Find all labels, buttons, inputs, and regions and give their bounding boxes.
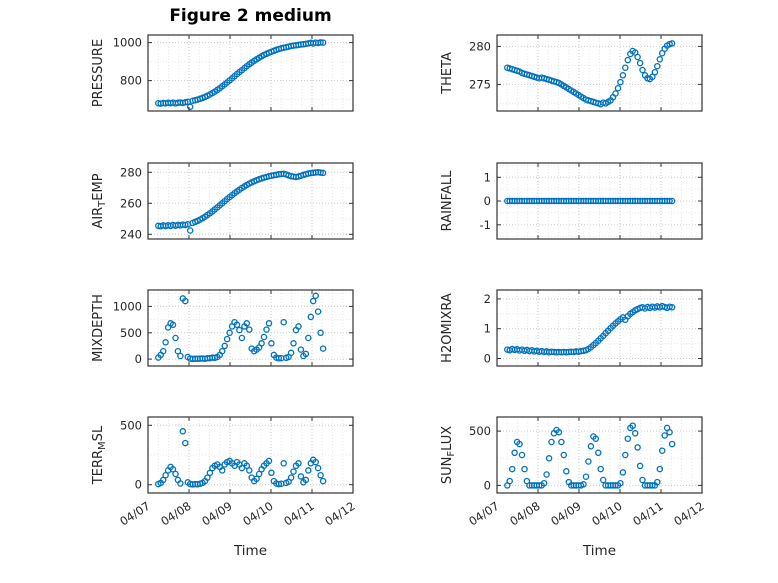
- tick-marks: [496, 163, 703, 239]
- y-tick-label: 0: [484, 478, 491, 492]
- y-tick-label: 280: [120, 165, 142, 179]
- y-axis-label: H2OMIXRA: [440, 293, 455, 363]
- y-tick-label: -1: [480, 218, 491, 232]
- y-tick-label: 500: [469, 424, 491, 438]
- axes-box: [147, 162, 354, 240]
- y-tick-label: 275: [469, 77, 491, 91]
- y-tick-label: 0: [484, 352, 491, 366]
- x-axis-label: Time: [233, 543, 267, 559]
- y-tick-label: 1: [484, 170, 491, 184]
- y-axis-label: PRESSURE: [91, 39, 106, 107]
- plot-area: [497, 290, 702, 366]
- axes-box: [147, 416, 354, 494]
- x-tick-label: 04/09: [548, 499, 583, 529]
- scatter-points: [504, 302, 676, 356]
- subplot-rainfall: -1 0 1 RAINFALL: [440, 162, 703, 240]
- y-tick-label: 0: [484, 194, 491, 208]
- x-tick-label: 04/07: [466, 499, 501, 529]
- tick-marks: [147, 290, 354, 366]
- y-axis-label: TERRMSL: [91, 425, 108, 485]
- y-tick-label: 1000: [113, 36, 142, 50]
- axes-box: [496, 34, 703, 112]
- tick-marks: [496, 417, 703, 493]
- subplot-terr_msl: 0 500 TERRMSL 04/07 04/08 04/09 04/10 04/11 04/1…: [91, 416, 358, 559]
- x-tick-label: 04/10: [589, 499, 624, 529]
- y-axis-label: MIXDEPTH: [91, 294, 106, 362]
- y-tick-label: 0: [135, 478, 142, 492]
- y-tick-label: 500: [120, 418, 142, 432]
- x-tick-label: 04/12: [322, 499, 357, 529]
- tick-marks: [147, 163, 354, 239]
- tick-marks: [147, 35, 354, 111]
- x-tick-label: 04/07: [117, 499, 152, 529]
- scatter-points: [504, 197, 676, 205]
- subplot-pressure: 800 1000 PRESSURE: [91, 34, 354, 112]
- y-axis-label: THETA: [440, 52, 455, 95]
- subplot-h2omixra: 0 1 2 H2OMIXRA: [440, 289, 703, 367]
- y-tick-label: 500: [120, 326, 142, 340]
- y-tick-label: 0: [135, 352, 142, 366]
- y-tick-label: 2: [484, 292, 491, 306]
- tick-marks: [496, 290, 703, 366]
- x-tick-label: 04/09: [199, 499, 234, 529]
- scatter-points: [155, 169, 327, 234]
- x-tick-label: 04/11: [630, 499, 665, 529]
- x-tick-label: 04/08: [158, 499, 193, 529]
- scatter-points: [504, 422, 676, 489]
- axes-box: [147, 289, 354, 367]
- axes-box: [147, 34, 354, 112]
- y-tick-label: 240: [120, 227, 142, 241]
- figure-title: Figure 2 medium: [169, 6, 332, 26]
- x-axis-label: Time: [582, 543, 616, 559]
- axes-box: [496, 289, 703, 367]
- x-tick-label: 04/08: [507, 499, 542, 529]
- y-axis-label: AIRTEMP: [91, 173, 108, 228]
- subplot-sun_flux: 0 500 SUNFLUX 04/07 04/08 04/09 04/10 04/11 04/1…: [440, 416, 707, 559]
- y-tick-label: 280: [469, 39, 491, 53]
- y-tick-label: 1: [484, 322, 491, 336]
- subplot-theta: 275 280 THETA: [440, 34, 703, 112]
- tick-marks: [147, 417, 354, 493]
- minor-grid: [497, 163, 702, 239]
- y-tick-label: 1000: [113, 299, 142, 313]
- x-tick-label: 04/11: [281, 499, 316, 529]
- scatter-points: [155, 428, 327, 488]
- scatter-points: [155, 39, 327, 111]
- y-tick-label: 260: [120, 196, 142, 210]
- subplot-mixdepth: 0 500 1000 MIXDEPTH: [91, 289, 354, 367]
- x-tick-label: 04/12: [671, 499, 706, 529]
- y-axis-label: RAINFALL: [440, 170, 455, 231]
- axes-box: [496, 416, 703, 494]
- scatter-points: [155, 292, 327, 363]
- y-tick-label: 800: [120, 74, 142, 88]
- x-tick-label: 04/10: [240, 499, 275, 529]
- y-axis-label: SUNFLUX: [440, 426, 457, 484]
- tick-marks: [496, 35, 703, 111]
- scatter-points: [504, 40, 676, 108]
- subplot-air_temp: 240 260 280 AIRTEMP: [91, 162, 354, 241]
